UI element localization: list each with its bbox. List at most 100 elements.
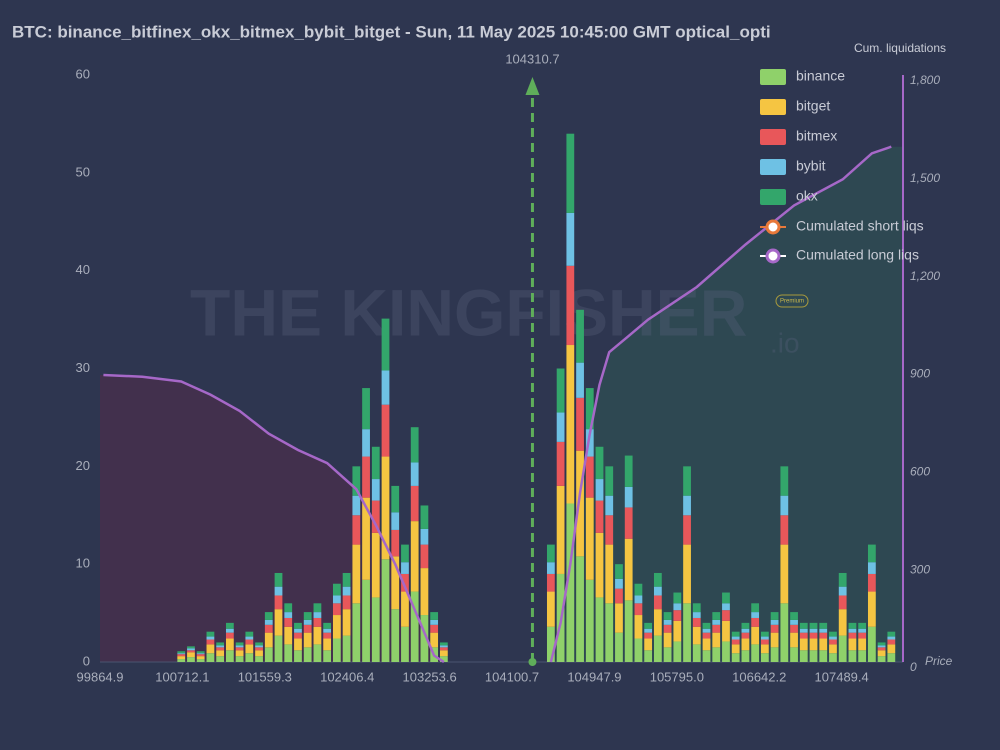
x-tick-label: 105795.0 — [650, 669, 704, 684]
bar-segment — [255, 656, 263, 662]
bar-segment — [770, 647, 779, 662]
bar-segment — [702, 638, 711, 651]
bar-segment — [391, 529, 400, 557]
bar-segment — [838, 595, 847, 610]
bar-segment — [692, 644, 701, 662]
bar-segment — [430, 612, 439, 620]
bar-segment — [624, 507, 633, 539]
legend-label: bitmex — [796, 128, 837, 144]
bar-segment — [332, 615, 341, 639]
bar-segment — [848, 650, 857, 662]
bar-segment — [780, 544, 789, 604]
bar-segment — [780, 495, 789, 516]
bar-segment — [546, 591, 555, 627]
bar-segment — [294, 622, 302, 629]
bar-segment — [858, 622, 867, 629]
bar-segment — [741, 650, 750, 662]
bar-segment — [391, 485, 400, 513]
current-price-label: 104310.7 — [505, 51, 559, 66]
bar-segment — [196, 654, 205, 657]
bar-segment — [439, 642, 448, 646]
bar-segment — [790, 612, 798, 620]
watermark: THE KINGFISHER .io — [190, 275, 800, 358]
bar-segment — [692, 603, 701, 613]
bar-segment — [751, 617, 760, 627]
bar-segment — [741, 622, 750, 629]
bar-segment — [692, 612, 701, 618]
bar-segment — [712, 647, 721, 662]
current-price-arrow — [525, 77, 540, 95]
bar-segment — [809, 632, 818, 639]
bar-segment — [595, 532, 604, 598]
y2-tick-label: 600 — [910, 465, 930, 479]
bar-segment — [780, 603, 789, 662]
bar-segment — [634, 603, 643, 616]
bar-segment — [352, 544, 361, 604]
bar-segment — [615, 564, 623, 579]
bar-segment — [644, 638, 653, 651]
bar-segment — [264, 624, 273, 633]
badge-frame — [775, 294, 809, 308]
area — [550, 146, 903, 662]
bar-segment — [216, 642, 225, 646]
bar-segment — [323, 632, 332, 639]
bar-segment — [371, 597, 380, 662]
bar-segment — [624, 455, 633, 487]
bar-segment — [313, 626, 322, 645]
bar-segment — [401, 562, 409, 574]
bar-segment — [722, 592, 730, 604]
bar-segment — [196, 651, 205, 654]
x-tick-label: 104947.9 — [567, 669, 621, 684]
bar-segment — [187, 646, 195, 649]
x-tick-label: 106642.2 — [732, 669, 786, 684]
bar-segment — [576, 309, 584, 363]
bar-segment — [216, 647, 225, 651]
bar-segment — [848, 622, 857, 629]
bar-segment — [430, 624, 439, 633]
bar-segment — [177, 651, 186, 654]
bar-segment — [634, 638, 643, 662]
bar-segment — [585, 388, 594, 430]
bar-segment — [566, 212, 575, 266]
bar-segment — [634, 583, 643, 596]
bar-segment — [196, 653, 205, 655]
cumulative-line — [103, 373, 445, 664]
legend-label: bybit — [796, 158, 826, 174]
x-tick-label: 100712.1 — [155, 669, 209, 684]
bar-segment — [770, 632, 779, 648]
bar-segment — [401, 573, 409, 592]
bar-segment — [576, 450, 584, 557]
bar-segment — [566, 133, 575, 213]
bar-segment — [410, 591, 419, 662]
bar-segment — [410, 427, 419, 463]
bar-segment — [585, 579, 594, 662]
bar-segment — [673, 603, 682, 611]
bar-segment — [644, 628, 653, 633]
bar-segment — [294, 628, 302, 633]
bar-segment — [294, 650, 302, 662]
bar-segment — [838, 635, 847, 662]
bar-segment — [206, 653, 215, 662]
bar-segment — [362, 388, 370, 430]
y2-tick-label: 1,500 — [910, 171, 940, 185]
bar-segment — [274, 595, 283, 610]
bar-segment — [264, 632, 273, 648]
bar-segment — [663, 647, 672, 662]
bar-segment — [751, 644, 760, 662]
legend-swatch — [760, 129, 786, 145]
bar-segment — [838, 586, 847, 596]
bar-segment — [712, 632, 721, 648]
bar-segment — [274, 609, 283, 636]
bar-segment — [206, 639, 215, 645]
bar-segment — [790, 619, 798, 625]
bar-segment — [867, 626, 876, 662]
bar-segment — [751, 626, 760, 645]
bar-segment — [692, 626, 701, 645]
bar-segment — [712, 619, 721, 625]
bar-segment — [692, 617, 701, 627]
bar-segment — [702, 628, 711, 633]
bar-segment — [829, 639, 837, 645]
legend-marker — [765, 219, 781, 235]
badge: Premium — [780, 299, 804, 305]
bar-segment — [381, 318, 390, 371]
